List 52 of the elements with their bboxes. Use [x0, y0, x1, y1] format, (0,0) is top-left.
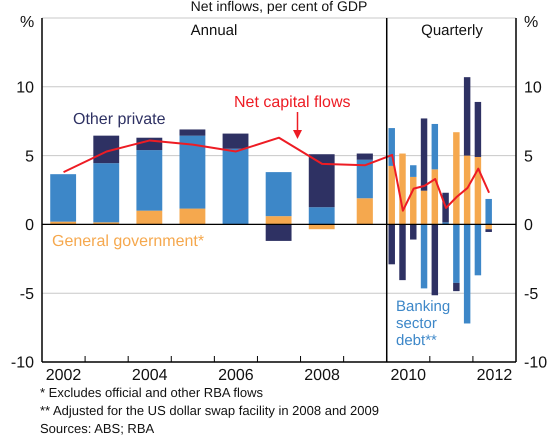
annotation: Annual: [190, 22, 238, 39]
x-tick-label: 2008: [304, 367, 340, 384]
y2-tick-label: 0: [524, 217, 533, 234]
text: Net capital flows: [234, 93, 352, 113]
bar: [410, 176, 417, 224]
series-label: General government*: [52, 232, 206, 252]
x-tick-label: 2002: [46, 367, 82, 384]
x-tick-label: 2004: [132, 367, 168, 384]
bar: [453, 282, 460, 292]
annotation: Quarterly: [420, 22, 484, 39]
bar: [388, 224, 395, 264]
bar: [474, 156, 482, 224]
x-tick-label: 2010: [390, 367, 426, 384]
bar: [464, 77, 470, 156]
bar: [399, 224, 406, 280]
bar: [453, 224, 460, 283]
bar: [388, 166, 395, 224]
series-label: Other private: [73, 110, 166, 130]
bar: [464, 156, 470, 224]
y-tick-label: -10: [10, 354, 34, 372]
bar: [410, 165, 417, 177]
line-series: [62, 136, 490, 212]
bar: [474, 224, 482, 276]
y-tick-label: 0: [25, 217, 34, 234]
bar: [474, 102, 482, 157]
y-tick-label: 10: [16, 79, 34, 96]
x-tick-label: 2006: [218, 367, 254, 384]
y2-axis-title: %: [524, 14, 538, 32]
bar: [464, 224, 470, 324]
bar: [420, 224, 428, 288]
y-tick-label: 5: [25, 148, 34, 166]
text: * Excludes official and other RBA flows: [40, 384, 264, 402]
bar: [420, 118, 428, 191]
series-label: Banking sector debt**: [396, 298, 452, 349]
bar: [485, 229, 492, 232]
y2-tick-label: -10: [524, 354, 548, 372]
text: ** Adjusted for the US dollar swap facility in 2008 and 2009: [40, 402, 379, 420]
source-note: Sources: ABS; RBA: [40, 420, 156, 438]
y2-tick-label: 5: [524, 148, 533, 166]
bar: [432, 124, 438, 170]
bar: [420, 190, 428, 224]
y2-tick-label: 10: [524, 79, 542, 96]
bar: [432, 224, 438, 296]
bar: [432, 169, 438, 224]
x-tick-label: 2012: [476, 367, 512, 384]
y2-tick-label: -5: [524, 286, 538, 303]
bar: [485, 198, 492, 224]
y-axis-title: %: [20, 14, 34, 32]
y-tick-label: -5: [20, 286, 34, 303]
bar: [453, 132, 460, 224]
bar: [410, 224, 417, 240]
chart-title: Net inflows, per cent of GDP: [190, 0, 368, 15]
